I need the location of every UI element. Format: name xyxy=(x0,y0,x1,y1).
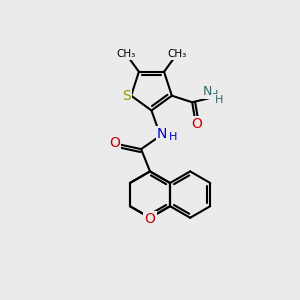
Text: H: H xyxy=(169,132,177,142)
Text: H: H xyxy=(209,90,218,100)
Text: O: O xyxy=(145,212,155,226)
Text: N: N xyxy=(203,85,212,98)
Text: S: S xyxy=(122,89,130,103)
Text: CH₃: CH₃ xyxy=(167,49,187,59)
Text: N: N xyxy=(157,127,167,141)
Text: O: O xyxy=(191,117,202,131)
Text: H: H xyxy=(215,95,223,105)
Text: O: O xyxy=(110,136,120,150)
Text: CH₃: CH₃ xyxy=(116,49,136,59)
